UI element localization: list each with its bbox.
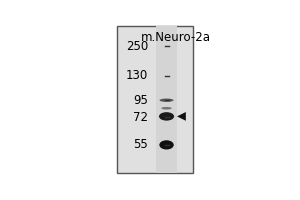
Text: 55: 55 bbox=[133, 138, 148, 151]
Ellipse shape bbox=[159, 140, 174, 150]
Text: 95: 95 bbox=[133, 94, 148, 107]
Ellipse shape bbox=[161, 107, 172, 110]
Text: 130: 130 bbox=[126, 69, 148, 82]
FancyBboxPatch shape bbox=[156, 26, 177, 173]
Text: 72: 72 bbox=[133, 111, 148, 124]
FancyBboxPatch shape bbox=[117, 26, 193, 173]
Text: m.Neuro-2a: m.Neuro-2a bbox=[141, 31, 211, 44]
Text: 250: 250 bbox=[126, 40, 148, 53]
Ellipse shape bbox=[160, 99, 173, 102]
Polygon shape bbox=[177, 112, 186, 121]
Ellipse shape bbox=[159, 112, 174, 121]
